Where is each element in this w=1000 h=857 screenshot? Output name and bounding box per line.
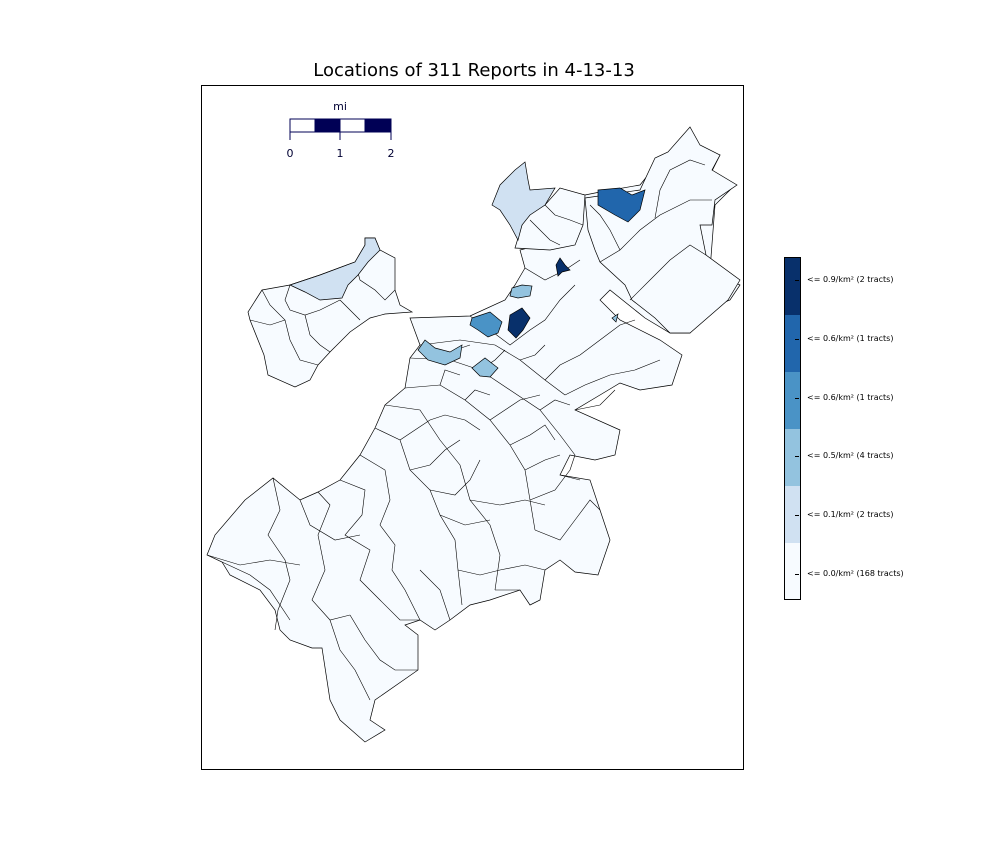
land-area (206, 126, 741, 743)
colorbar-bin-2 (785, 315, 800, 372)
tract-boundaries (206, 159, 712, 701)
colorbar-bin-3 (785, 372, 800, 429)
colorbar-tick-6 (795, 574, 799, 575)
colorbar-legend (784, 257, 801, 600)
tract-bin-0.1-allston (289, 237, 381, 301)
tract-bin-0.5-southend (471, 357, 499, 378)
colorbar-tick-1 (795, 280, 799, 281)
scale-segment-3 (339, 118, 366, 133)
colorbar-label-1: <= 0.9/km² (2 tracts) (807, 275, 894, 284)
tract-region-eastboston (584, 126, 741, 334)
tract-bin-0.6-backbay (469, 311, 503, 338)
tract-bin-0.9-charlestown (555, 257, 571, 277)
colorbar-bin-6 (785, 543, 800, 599)
colorbar-label-6: <= 0.0/km² (168 tracts) (807, 569, 904, 578)
highlighted-tracts (289, 161, 646, 378)
scale-segment-1 (289, 118, 316, 133)
colorbar-bin-1 (785, 258, 800, 315)
tract-bin-0.5-fenway (417, 339, 463, 366)
scale-tick-0: 0 (287, 147, 294, 160)
scale-bar: mi 0 1 2 (287, 100, 395, 160)
map-title: Locations of 311 Reports in 4-13-13 (313, 60, 635, 81)
colorbar-tick-2 (795, 339, 799, 340)
colorbar-bin-4 (785, 429, 800, 486)
colorbar-label-2: <= 0.6/km² (1 tracts) (807, 334, 894, 343)
scale-tick-2: 2 (388, 147, 395, 160)
scale-segment-2 (314, 118, 341, 133)
scale-segment-4 (364, 118, 392, 133)
tract-bin-0.5-extra (611, 313, 619, 323)
tract-region-allston (247, 237, 414, 388)
scale-tick-1: 1 (337, 147, 344, 160)
colorbar-tick-5 (795, 515, 799, 516)
colorbar-tick-4 (795, 456, 799, 457)
colorbar-tick-3 (795, 398, 799, 399)
colorbar-label-5: <= 0.1/km² (2 tracts) (807, 510, 894, 519)
tract-bin-0.5-northend (509, 284, 533, 299)
scale-bar-unit: mi (333, 100, 347, 113)
colorbar-label-4: <= 0.5/km² (4 tracts) (807, 451, 894, 460)
tract-bin-0.6-eastboston (597, 187, 646, 223)
colorbar-label-3: <= 0.6/km² (1 tracts) (807, 393, 894, 402)
tract-bin-0.9-downtown (507, 307, 531, 339)
map-frame (201, 85, 744, 770)
colorbar-bin-5 (785, 486, 800, 543)
tract-bin-0.1-charlestown (491, 161, 556, 241)
